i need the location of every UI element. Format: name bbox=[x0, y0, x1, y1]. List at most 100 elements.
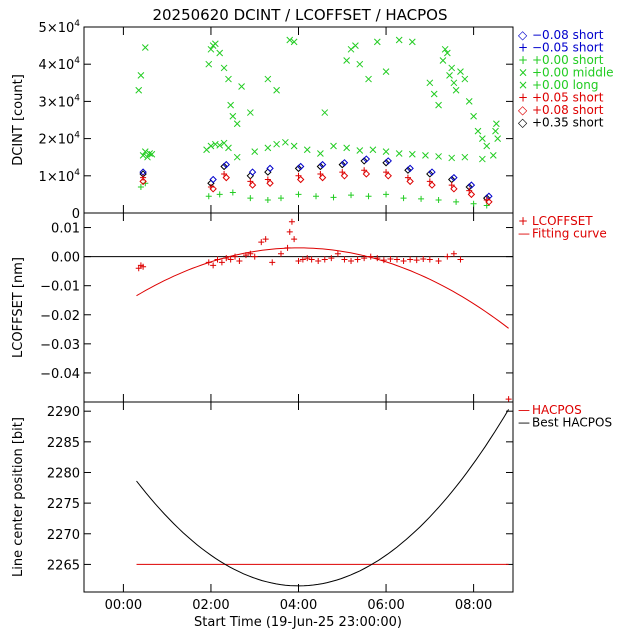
data-point bbox=[428, 181, 436, 189]
data-point bbox=[448, 154, 456, 162]
data-point bbox=[383, 191, 390, 198]
data-point bbox=[406, 164, 414, 173]
data-point bbox=[248, 181, 257, 189]
data-point bbox=[361, 255, 368, 262]
data-point bbox=[435, 153, 442, 160]
data-point bbox=[369, 146, 377, 154]
x-tick-label: 06:00 bbox=[367, 598, 404, 613]
data-point bbox=[318, 173, 327, 182]
data-point bbox=[343, 144, 351, 152]
data-point bbox=[139, 151, 147, 159]
data-point bbox=[418, 195, 425, 202]
data-point bbox=[485, 198, 493, 206]
legend-symbol: — bbox=[518, 403, 530, 417]
data-point bbox=[340, 172, 349, 180]
data-point bbox=[479, 135, 486, 142]
data-point bbox=[457, 256, 464, 263]
legend-symbol: × bbox=[518, 66, 528, 80]
y-tick-label: 1×104 bbox=[39, 168, 81, 185]
data-point bbox=[225, 144, 232, 152]
data-point bbox=[247, 178, 254, 185]
y-tick-exponent: 4 bbox=[74, 93, 80, 103]
data-point bbox=[382, 68, 390, 75]
data-point bbox=[321, 256, 328, 263]
data-point bbox=[334, 250, 341, 257]
data-point bbox=[299, 256, 306, 263]
data-point bbox=[264, 196, 271, 203]
legend-symbol: × bbox=[518, 78, 528, 92]
lcoffset-panel: 0.01 0.00 −0.01 −0.02 −0.03 −0.04 LCOFFSET [nm… bbox=[11, 212, 607, 403]
data-point bbox=[348, 192, 355, 199]
data-point bbox=[238, 83, 245, 90]
data-point bbox=[232, 253, 239, 260]
y-axis-label: DCINT [count] bbox=[11, 74, 26, 166]
data-point bbox=[209, 185, 217, 193]
data-point bbox=[211, 40, 219, 48]
data-point bbox=[453, 198, 460, 205]
data-point bbox=[246, 109, 254, 116]
data-point bbox=[295, 172, 302, 179]
data-point bbox=[251, 148, 259, 155]
data-point bbox=[264, 176, 271, 183]
x-tick-label: 08:00 bbox=[455, 598, 492, 613]
data-point bbox=[233, 153, 241, 161]
y-tick-label: 2265 bbox=[47, 558, 80, 573]
data-point bbox=[467, 190, 476, 199]
data-point bbox=[273, 86, 280, 94]
data-point bbox=[248, 168, 257, 176]
data-point bbox=[294, 164, 303, 173]
data-point bbox=[222, 173, 230, 182]
best-hacpos-curve bbox=[136, 409, 510, 587]
fit-curve bbox=[136, 247, 509, 329]
data-point bbox=[273, 140, 280, 148]
y-tick-label: −0.03 bbox=[40, 338, 80, 353]
data-point bbox=[494, 135, 502, 142]
data-point bbox=[140, 174, 147, 181]
data-point bbox=[210, 262, 217, 269]
data-point bbox=[435, 196, 442, 203]
data-point bbox=[296, 162, 305, 171]
plot-area bbox=[135, 36, 502, 209]
data-point bbox=[290, 142, 298, 150]
data-point bbox=[446, 72, 453, 79]
y-tick-label: −0.02 bbox=[40, 309, 80, 324]
y-axis-label: LCOFFSET [nm] bbox=[11, 257, 26, 358]
data-point bbox=[362, 155, 371, 163]
data-point bbox=[483, 142, 491, 150]
data-point bbox=[295, 257, 302, 264]
data-point bbox=[466, 187, 473, 194]
data-point bbox=[140, 263, 147, 270]
legend-entry: −0.05 short bbox=[532, 41, 604, 55]
data-point bbox=[380, 257, 387, 264]
data-point bbox=[384, 172, 392, 180]
hacpos-panel: 2265 2270 2275 2280 2285 2290 00:00 02:00 04:00 0… bbox=[11, 401, 612, 613]
data-point bbox=[264, 75, 272, 83]
data-point bbox=[343, 57, 351, 64]
data-point bbox=[493, 120, 500, 128]
data-point bbox=[461, 153, 469, 161]
data-point bbox=[470, 112, 477, 120]
data-point bbox=[330, 142, 337, 150]
data-point bbox=[218, 259, 225, 266]
data-point bbox=[404, 174, 411, 181]
data-point bbox=[341, 256, 348, 263]
data-point bbox=[295, 191, 302, 198]
y-tick-label: 2×104 bbox=[39, 131, 81, 148]
y-tick-label: 3×104 bbox=[39, 93, 81, 110]
data-point bbox=[227, 101, 235, 109]
y-tick-label: 2270 bbox=[47, 528, 80, 543]
data-point bbox=[328, 255, 335, 262]
data-point bbox=[426, 170, 434, 178]
data-point bbox=[277, 195, 284, 202]
x-axis-label: Start Time (19-Jun-25 23:00:00) bbox=[194, 615, 402, 630]
data-point bbox=[387, 255, 394, 262]
data-point bbox=[435, 257, 442, 264]
data-point bbox=[223, 255, 230, 262]
legend-entry: +0.08 short bbox=[532, 103, 604, 117]
data-point bbox=[448, 64, 456, 72]
chart-title: 20250620 DCINT / LCOFFSET / HACPOS bbox=[152, 6, 447, 24]
data-point bbox=[382, 159, 390, 167]
data-point bbox=[395, 36, 403, 44]
data-point bbox=[348, 257, 355, 264]
